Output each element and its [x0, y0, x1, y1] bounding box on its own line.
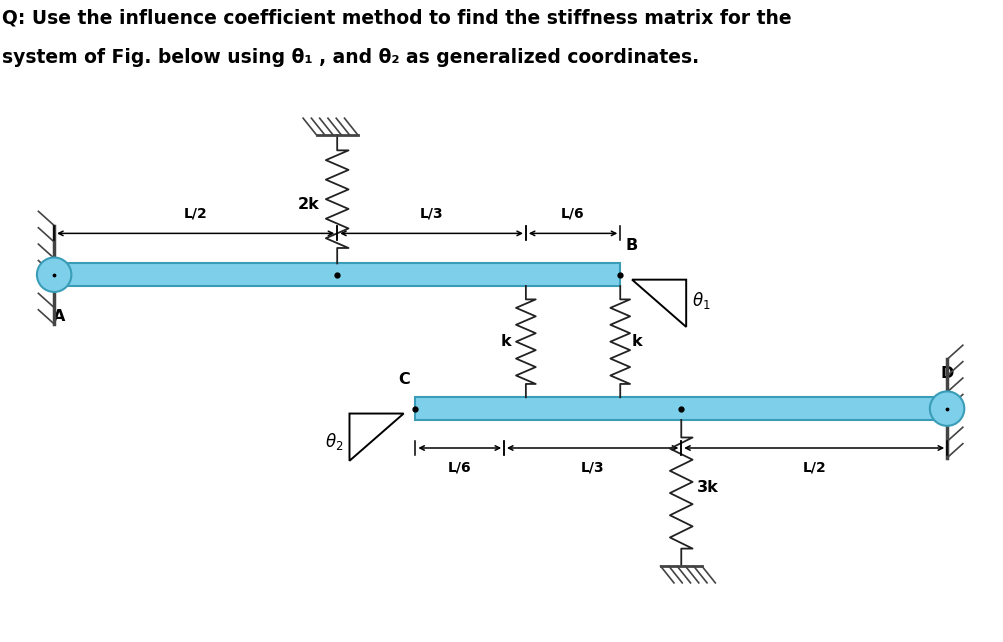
Text: Q: Use the influence coefficient method to find the stiffness matrix for the: Q: Use the influence coefficient method …	[2, 9, 790, 28]
Text: 2k: 2k	[298, 197, 319, 213]
Text: L/2: L/2	[184, 207, 208, 221]
Text: D: D	[940, 366, 953, 381]
Text: L/2: L/2	[801, 461, 825, 475]
Circle shape	[37, 257, 71, 292]
Text: system of Fig. below using θ₁ , and θ₂ as generalized coordinates.: system of Fig. below using θ₁ , and θ₂ a…	[2, 48, 698, 67]
Text: L/6: L/6	[447, 461, 471, 475]
Text: L/6: L/6	[561, 207, 585, 221]
Text: 3k: 3k	[696, 480, 718, 495]
Text: $\theta_2$: $\theta_2$	[325, 431, 343, 453]
Text: B: B	[625, 238, 637, 253]
Bar	[54, 263, 620, 286]
Text: L/3: L/3	[419, 207, 443, 221]
Text: k: k	[632, 334, 642, 349]
Bar	[415, 397, 946, 420]
Text: A: A	[53, 309, 65, 324]
Text: $\theta_1$: $\theta_1$	[691, 290, 710, 311]
Text: k: k	[499, 334, 511, 349]
Text: L/3: L/3	[581, 461, 604, 475]
Text: C: C	[397, 372, 409, 387]
Circle shape	[929, 392, 963, 426]
